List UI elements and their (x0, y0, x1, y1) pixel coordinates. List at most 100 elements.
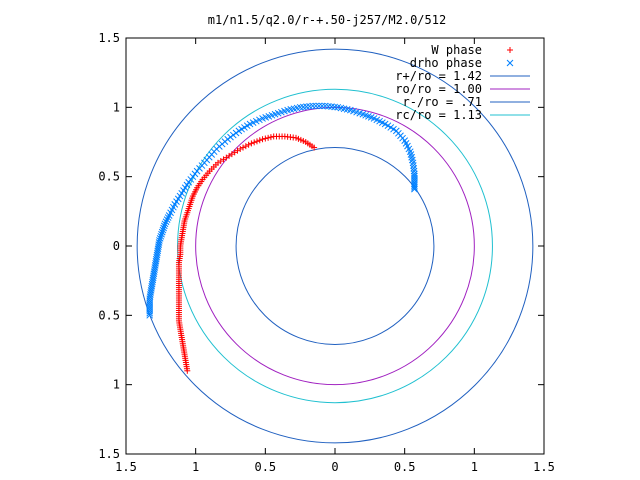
data-point (309, 102, 317, 110)
cross-b (151, 266, 158, 273)
cross-b (353, 108, 360, 116)
cross-b (337, 104, 345, 112)
y-tick-label: 1.5 (98, 447, 120, 461)
series-drho-phase (146, 102, 418, 319)
cross-b (151, 262, 159, 269)
cross-b (408, 153, 415, 161)
cross-b (340, 105, 348, 113)
x-tick-label: 1 (471, 460, 478, 474)
cross-b (156, 237, 163, 244)
cross-b (147, 291, 154, 298)
cross-b (331, 103, 339, 111)
cross-b (370, 115, 378, 122)
data-point-interp (410, 162, 417, 169)
cross-b (379, 119, 386, 126)
data-point-interp (156, 235, 164, 242)
data-point-interp (318, 102, 326, 110)
data-point-interp (262, 135, 269, 142)
cross-b (350, 107, 357, 115)
cross-b (160, 222, 168, 230)
cross-b (147, 289, 155, 296)
cross-b (152, 257, 160, 265)
data-point-interp (312, 102, 320, 110)
x-tick-label: 0.5 (254, 460, 276, 474)
circle-mark (136, 48, 534, 444)
data-point-interp (267, 134, 274, 141)
cross-b (149, 274, 157, 282)
data-point-interp (162, 218, 170, 226)
data-point (237, 145, 244, 152)
cross-b (155, 243, 162, 251)
cross-b (404, 142, 411, 150)
data-point-interp (158, 230, 165, 238)
cross-b (153, 249, 161, 257)
cross-b (161, 220, 169, 228)
x-tick-label: 1.5 (115, 460, 137, 474)
cross-b (156, 235, 164, 242)
data-point (411, 185, 418, 193)
data-point-interp (240, 144, 247, 151)
cross-b (506, 59, 514, 67)
y-tick-label: 1 (113, 100, 120, 114)
cross-b (318, 102, 326, 110)
data-point (248, 140, 255, 147)
cross-b (373, 116, 381, 124)
data-point-interp (265, 134, 272, 141)
circle-mark (235, 147, 435, 345)
data-point-interp (155, 239, 163, 246)
data-point (311, 144, 318, 151)
legend-entry: drho phase (410, 56, 514, 70)
x-tick-label: 0 (331, 460, 338, 474)
axes: 1.5 1 0.5 0 0.5 1 1.51.510.500.511.5 (98, 31, 555, 474)
cross-b (411, 184, 418, 191)
cross-b (150, 272, 157, 280)
cross-b (146, 295, 154, 303)
legend-label: ro/ro = 1.00 (395, 82, 482, 96)
data-point-interp (251, 139, 258, 146)
cross-b (402, 140, 410, 147)
cross-b (356, 109, 364, 117)
cross-b (376, 117, 383, 125)
cross-b (154, 247, 162, 255)
chart-title: m1/n1.5/q2.0/r-+.50-j257/M2.0/512 (208, 13, 446, 27)
legend-swatch (506, 59, 514, 67)
cross-b (157, 232, 165, 240)
cross-b (346, 106, 354, 114)
legend-entry: W phase (431, 43, 513, 57)
series-r-ro-71 (235, 147, 435, 345)
cross-b (158, 228, 166, 236)
cross-b (152, 259, 159, 267)
cross-b (148, 280, 156, 288)
cross-b (408, 156, 416, 164)
cross-b (163, 216, 171, 224)
data-point-interp (411, 184, 418, 191)
x-tick-label: 1.5 (533, 460, 555, 474)
legend-entry: ro/ro = 1.00 (395, 82, 530, 96)
cross-b (401, 137, 409, 144)
data-point-interp (315, 102, 323, 110)
y-tick-label: 0.5 (98, 170, 120, 184)
data-point (161, 220, 169, 228)
cross-b (315, 102, 323, 110)
x-tick-label: 0.5 (394, 460, 416, 474)
cross-b (148, 284, 155, 292)
cross-b (406, 148, 414, 156)
cross-b (407, 151, 415, 158)
data-point (259, 136, 266, 143)
data-point-interp (160, 224, 167, 232)
cross-b (334, 103, 342, 111)
y-tick-label: 0.5 (98, 308, 120, 322)
data-point-interp (253, 138, 260, 145)
cross-b (411, 185, 418, 193)
cross-b (405, 145, 413, 153)
cross-b (390, 125, 397, 133)
cross-b (325, 102, 332, 110)
cross-b (409, 159, 417, 167)
cross-b (153, 251, 161, 259)
cross-b (147, 287, 155, 294)
plot-area (136, 48, 534, 444)
legend-label: W phase (431, 43, 482, 57)
series-w-phase (175, 133, 318, 374)
